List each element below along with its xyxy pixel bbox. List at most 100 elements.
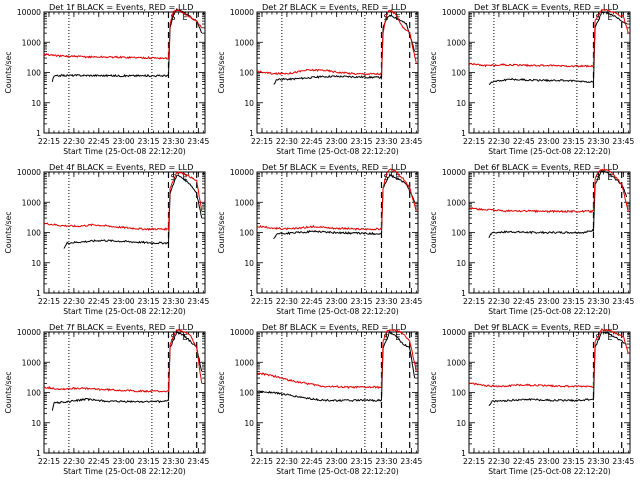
- x-axis-label: Start Time (25-Oct-08 22:12:20): [63, 467, 186, 476]
- y-axis-label: Counts/sec: [429, 212, 438, 254]
- x-tick-label: 23:30: [376, 137, 398, 146]
- x-axis-label: Start Time (25-Oct-08 22:12:20): [488, 147, 611, 156]
- x-tick-label: 23:30: [163, 457, 185, 466]
- series-events-line: [63, 174, 203, 249]
- y-axis-label: Counts/sec: [4, 372, 13, 414]
- series-events-line: [488, 169, 628, 239]
- x-tick-label: 23:30: [163, 137, 185, 146]
- x-tick-label: 23:15: [563, 297, 585, 306]
- series-lld-line: [256, 168, 417, 232]
- x-tick-label: 22:45: [513, 297, 535, 306]
- start-marker: S: [383, 333, 388, 342]
- y-tick-label: 100: [452, 69, 467, 78]
- y-tick-label: 100: [27, 69, 42, 78]
- series-lld-line: [43, 171, 203, 231]
- y-axis-label: Counts/sec: [217, 212, 226, 254]
- panel-title: Det 3f BLACK = Events, RED = LLD: [474, 2, 618, 12]
- x-tick-label: 23:00: [326, 297, 348, 306]
- y-tick-label: 1000: [235, 38, 254, 47]
- chart-panel-9: Det 9f BLACK = Events, RED = LLD Counts/s…: [429, 322, 634, 476]
- x-tick-label: 22:45: [513, 137, 535, 146]
- end-marker: E: [395, 173, 400, 182]
- x-axis-label: Start Time (25-Oct-08 22:12:20): [276, 147, 399, 156]
- y-tick-label: 1: [461, 449, 466, 458]
- x-tick-label: 22:30: [488, 297, 510, 306]
- x-tick-label: 23:00: [113, 137, 135, 146]
- y-tick-label: 1000: [447, 358, 466, 367]
- end-marker: E: [607, 333, 612, 342]
- y-tick-label: 1000: [22, 198, 41, 207]
- series-events-line: [51, 7, 203, 83]
- y-tick-label: 10000: [442, 168, 466, 177]
- y-tick-label: 10000: [230, 328, 254, 337]
- x-tick-label: 22:45: [88, 297, 110, 306]
- y-tick-label: 100: [240, 229, 255, 238]
- y-tick-label: 10: [31, 259, 41, 268]
- x-tick-label: 22:30: [488, 137, 510, 146]
- x-tick-label: 23:00: [538, 457, 560, 466]
- x-tick-label: 23:45: [612, 137, 634, 146]
- y-tick-label: 1000: [447, 198, 466, 207]
- chart-panel-5: Det 5f BLACK = Events, RED = LLD Counts/s…: [217, 162, 422, 316]
- plot-frame: [43, 331, 206, 454]
- x-tick-label: 23:15: [351, 297, 373, 306]
- chart-panel-3: Det 3f BLACK = Events, RED = LLD Counts/s…: [429, 2, 634, 156]
- y-tick-label: 100: [240, 389, 255, 398]
- y-tick-label: 1000: [22, 38, 41, 47]
- x-tick-label: 23:15: [138, 297, 160, 306]
- x-tick-label: 22:15: [251, 137, 273, 146]
- x-tick-label: 23:45: [187, 297, 209, 306]
- series-lld-line: [468, 168, 629, 214]
- end-marker: E: [182, 13, 187, 22]
- y-tick-label: 10000: [17, 8, 41, 17]
- x-tick-label: 22:15: [463, 137, 485, 146]
- y-tick-label: 10: [456, 259, 466, 268]
- y-tick-label: 10000: [230, 168, 254, 177]
- y-tick-label: 1: [36, 129, 41, 138]
- x-tick-label: 22:30: [63, 297, 85, 306]
- x-tick-label: 22:15: [38, 457, 60, 466]
- plot-frame: [43, 11, 206, 134]
- y-tick-label: 10: [456, 419, 466, 428]
- y-axis-label: Counts/sec: [429, 372, 438, 414]
- plot-frame: [43, 171, 206, 294]
- y-tick-label: 100: [452, 389, 467, 398]
- series-lld-line: [468, 328, 629, 388]
- y-axis-label: Counts/sec: [4, 52, 13, 94]
- x-tick-label: 22:30: [63, 137, 85, 146]
- y-tick-label: 10000: [17, 168, 41, 177]
- x-axis-label: Start Time (25-Oct-08 22:12:20): [488, 307, 611, 316]
- x-tick-label: 22:30: [276, 137, 298, 146]
- x-tick-label: 23:30: [588, 297, 610, 306]
- end-marker: E: [182, 173, 187, 182]
- x-tick-label: 23:45: [612, 297, 634, 306]
- series-events-line: [488, 9, 628, 85]
- panel-title: Det 6f BLACK = Events, RED = LLD: [474, 162, 618, 172]
- panel-title: Det 1f BLACK = Events, RED = LLD: [49, 2, 193, 12]
- x-tick-label: 22:30: [488, 457, 510, 466]
- chart-panel-6: Det 6f BLACK = Events, RED = LLD Counts/s…: [429, 162, 634, 316]
- end-marker: E: [607, 173, 612, 182]
- chart-panel-4: Det 4f BLACK = Events, RED = LLD Counts/s…: [4, 162, 209, 316]
- chart-panel-7: Det 7f BLACK = Events, RED = LLD Counts/s…: [4, 322, 209, 476]
- y-tick-label: 100: [27, 229, 42, 238]
- x-tick-label: 23:30: [376, 297, 398, 306]
- x-tick-label: 22:45: [301, 297, 323, 306]
- x-tick-label: 23:00: [113, 457, 135, 466]
- x-tick-label: 23:15: [351, 137, 373, 146]
- x-tick-label: 22:30: [276, 457, 298, 466]
- plot-frame: [468, 11, 631, 134]
- x-tick-label: 22:45: [88, 137, 110, 146]
- series-lld-line: [43, 328, 203, 393]
- y-axis-label: Counts/sec: [217, 52, 226, 94]
- y-tick-label: 100: [27, 389, 42, 398]
- x-tick-label: 22:15: [38, 137, 60, 146]
- y-tick-label: 10: [244, 419, 254, 428]
- chart-panel-8: Det 8f BLACK = Events, RED = LLD Counts/s…: [217, 322, 422, 476]
- series-lld-line: [256, 329, 417, 390]
- plot-frame: [256, 331, 419, 454]
- series-events-line: [488, 331, 627, 407]
- y-tick-label: 1000: [447, 38, 466, 47]
- panel-title: Det 4f BLACK = Events, RED = LLD: [49, 162, 193, 172]
- start-marker: S: [595, 13, 600, 22]
